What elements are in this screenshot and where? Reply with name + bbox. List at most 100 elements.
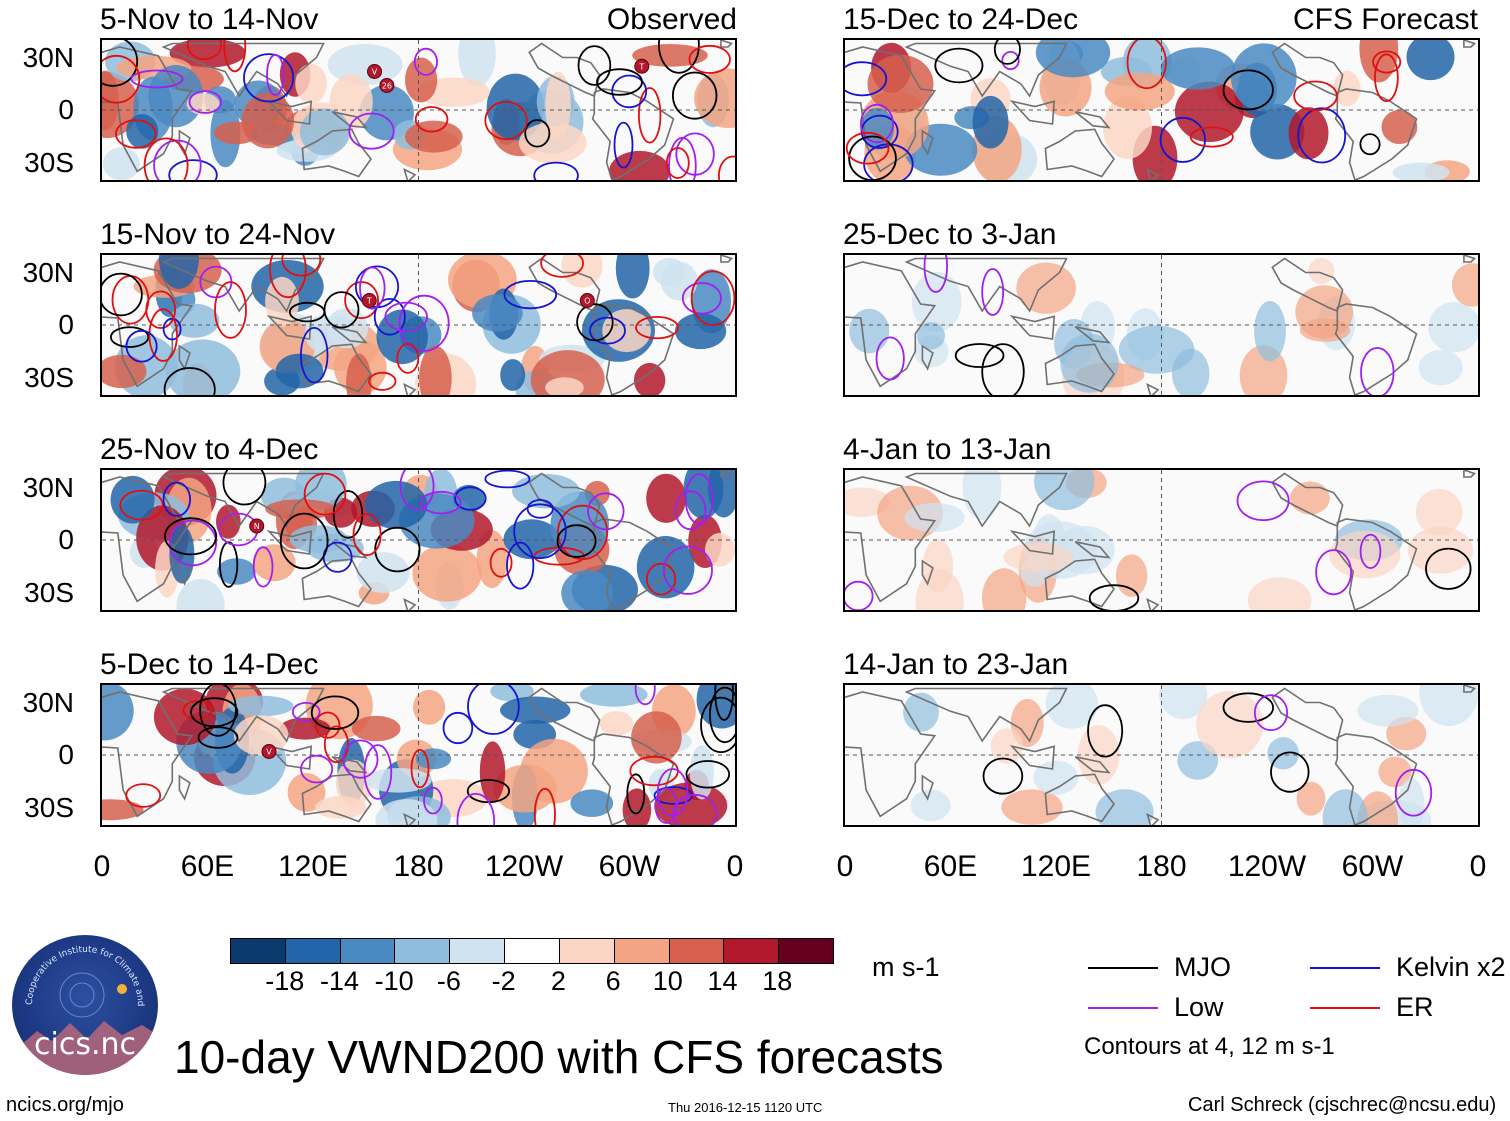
- wind-anomaly-cell: [1322, 789, 1368, 825]
- coastline: [921, 129, 934, 156]
- contour-low: [359, 266, 386, 310]
- contour-kelvin-x2: [506, 541, 535, 590]
- contour-low: [342, 739, 379, 779]
- wind-anomaly-cell: [375, 799, 438, 825]
- map-panel-5: [843, 38, 1480, 182]
- footer-url[interactable]: ncics.org/mjo: [6, 1094, 124, 1116]
- wind-anomaly-cell: [415, 748, 452, 770]
- contour-low: [413, 47, 438, 76]
- coastline: [1334, 518, 1418, 610]
- colorbar: [230, 938, 834, 964]
- wind-anomaly-cell: [545, 71, 571, 139]
- contour-low: [923, 255, 948, 293]
- lon-tick-label: 120W: [484, 850, 564, 883]
- contour-mjo: [1270, 751, 1310, 793]
- panel-title: 15-Nov to 24-Nov: [100, 218, 336, 251]
- map-svg: [845, 40, 1478, 180]
- map-svg: [845, 685, 1478, 825]
- contour-kelvin-x2: [467, 685, 520, 735]
- contour-er: [186, 40, 223, 61]
- contour-er: [148, 308, 178, 362]
- contour-mjo: [163, 367, 216, 395]
- wind-anomaly-cell: [1296, 781, 1326, 816]
- coastline: [331, 541, 368, 559]
- contour-er: [368, 371, 397, 391]
- contour-low: [266, 53, 285, 96]
- wind-anomaly-cell: [1415, 488, 1463, 536]
- contour-er: [533, 787, 556, 825]
- coastline: [301, 558, 372, 608]
- contour-mjo: [190, 697, 239, 728]
- wind-anomaly-cell: [675, 313, 727, 350]
- coastline: [331, 326, 368, 344]
- coastline: [1463, 685, 1476, 693]
- contour-kelvin-x2: [589, 316, 626, 345]
- contour-er: [1126, 40, 1167, 90]
- lat-tick-label: 0: [58, 309, 74, 340]
- wind-anomaly-cell: [413, 689, 446, 725]
- coastline: [591, 303, 675, 395]
- legend-low: Low: [1088, 992, 1224, 1023]
- wind-anomaly-cell: [580, 685, 648, 707]
- contour-kelvin-x2: [442, 711, 474, 745]
- wind-anomaly-cell: [289, 525, 347, 553]
- coastline: [528, 687, 601, 743]
- storm-marker-label: T: [366, 297, 372, 306]
- storm-marker-label: V: [372, 68, 378, 77]
- contour-mjo: [374, 526, 421, 573]
- wind-anomaly-cell: [176, 579, 225, 610]
- cics-logo: Cooperative Institute for Climate and Sa…: [12, 935, 158, 1075]
- contour-kelvin-x2: [484, 470, 531, 489]
- contour-mjo: [164, 517, 218, 556]
- contour-kelvin-x2: [513, 503, 567, 560]
- wind-anomaly-cell: [252, 544, 296, 582]
- coastline: [904, 472, 1068, 528]
- legend-label: Kelvin x2: [1396, 952, 1506, 982]
- wind-anomaly-cell: [493, 764, 557, 813]
- contour-low: [654, 787, 678, 824]
- contour-kelvin-x2: [526, 499, 554, 519]
- coastline: [1271, 42, 1344, 98]
- lon-tick-label: 60E: [923, 850, 978, 883]
- contour-er: [145, 290, 177, 329]
- colorbar-cell: [559, 939, 615, 963]
- panel-title: 5-Dec to 14-Dec: [100, 648, 319, 681]
- colorbar-tick-label: 18: [762, 966, 793, 996]
- lat-tick-label: 30S: [24, 791, 74, 823]
- colorbar-cell: [285, 939, 341, 963]
- contour-er: [845, 131, 890, 165]
- contour-mjo: [596, 68, 643, 96]
- panel-title: 5-Nov to 14-Nov: [100, 3, 319, 36]
- wind-anomaly-cell: [364, 480, 428, 529]
- contour-er: [125, 783, 162, 808]
- contour-mjo: [1087, 704, 1124, 758]
- contour-er: [1189, 126, 1234, 148]
- wind-anomaly-cell: [1392, 162, 1450, 180]
- colorbar-cell: [614, 939, 670, 963]
- colorbar-tick-label: -18: [265, 966, 305, 996]
- wind-anomaly-cell: [962, 470, 1002, 520]
- colorbar-cell: [505, 939, 560, 963]
- contour-low: [634, 685, 656, 706]
- wind-anomaly-cell: [660, 261, 698, 301]
- contour-er: [214, 281, 247, 339]
- wind-anomaly-cell: [346, 353, 372, 395]
- contour-mjo: [709, 686, 735, 744]
- logo-ring: Cooperative Institute for Climate and Sa…: [12, 935, 158, 1075]
- contour-mjo: [524, 119, 551, 148]
- wind-anomaly-cell: [602, 309, 651, 353]
- contour-mjo: [658, 40, 700, 74]
- wind-anomaly-cell: [1003, 542, 1073, 572]
- map-svg: [845, 470, 1478, 610]
- storm-marker-label: V: [266, 748, 272, 757]
- map-panel-6: [843, 253, 1480, 397]
- contour-mjo: [672, 71, 718, 120]
- contour-low: [587, 492, 625, 531]
- wind-anomaly-cell: [916, 322, 945, 350]
- wind-anomaly-cell: [299, 108, 350, 156]
- wind-anomaly-cell: [479, 741, 506, 803]
- contour-er: [557, 504, 609, 561]
- contour-low: [674, 490, 707, 531]
- wind-anomaly-cell: [158, 255, 199, 289]
